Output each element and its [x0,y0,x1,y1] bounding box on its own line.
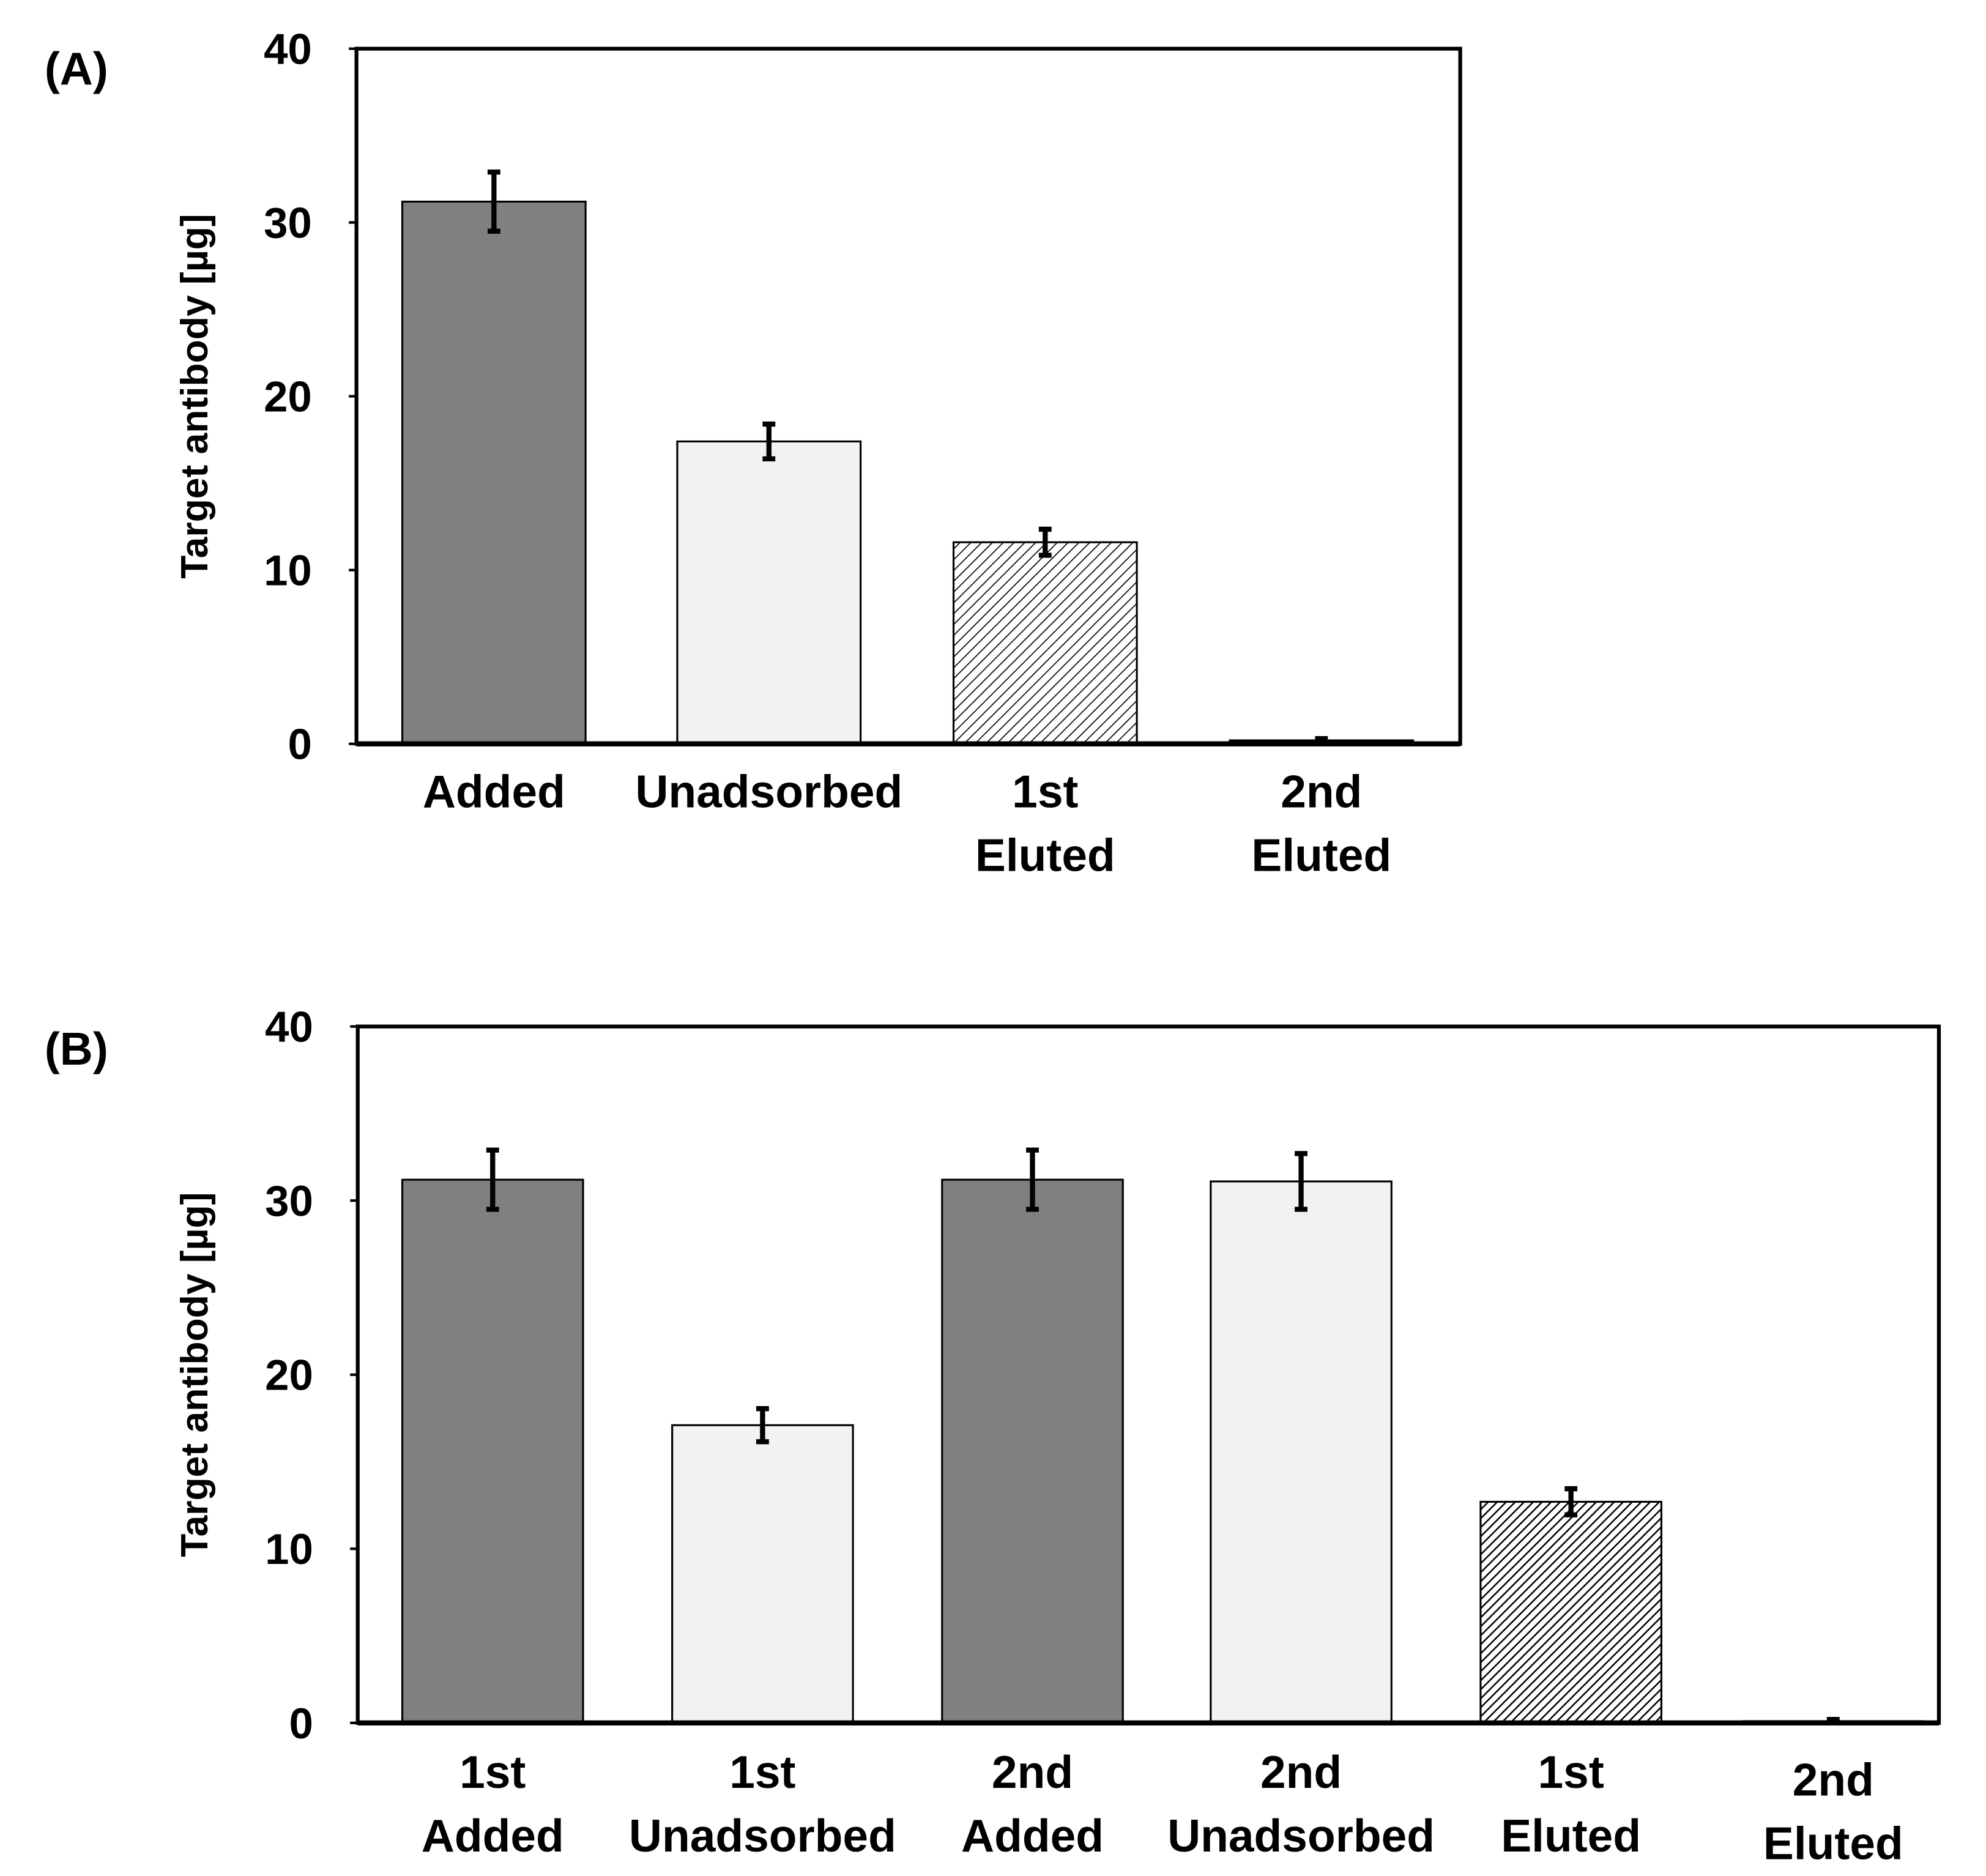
x-tick-label: Eluted [975,830,1115,881]
panel-label: (B) [45,1023,108,1074]
x-tick-label: 1st [1012,766,1078,817]
x-tick-label: Eluted [1251,830,1391,881]
x-tick-label: Added [961,1810,1104,1861]
y-tick-label: 10 [264,546,312,595]
x-tick-label: Added [422,1810,564,1861]
y-axis-label: Target antibody [µg] [173,214,216,578]
y-tick-label: 40 [265,1003,313,1051]
y-tick-label: 20 [264,373,312,421]
bar [401,200,587,745]
x-tick-label: Unadsorbed [629,1810,896,1861]
bar [941,1178,1124,1724]
error-bar [1295,1151,1307,1212]
x-tick-label: Added [423,766,565,817]
error-bar [1026,1147,1039,1212]
bar [1479,1500,1662,1724]
x-tick-label: 1st [729,1746,795,1798]
panel-label: (A) [45,43,108,94]
chart-panel-a: (A) Target antibody [µg] Added Unadsorbed 1s… [45,25,1462,881]
x-tick-label: Eluted [1501,1810,1641,1861]
y-tick-label: 0 [288,720,311,769]
x-tick-label: 2nd [1260,1746,1342,1798]
error-bar [1038,526,1052,558]
x-tick-label: Unadsorbed [1167,1810,1435,1861]
y-tick-label: 30 [264,199,312,247]
error-bar [762,421,776,462]
error-bar [1564,1486,1578,1517]
y-tick-label: 10 [265,1525,313,1573]
error-bar [487,169,500,234]
y-axis-label: Target antibody [µg] [173,1192,216,1557]
x-tick-label: Eluted [1763,1817,1903,1869]
y-tick-label: 40 [264,25,312,73]
x-tick-label: 2nd [1281,766,1362,817]
x-tick-label: 1st [459,1746,526,1798]
bar [676,440,862,745]
error-bar [756,1406,769,1445]
x-tick-label: 1st [1538,1746,1604,1798]
y-tick-label: 30 [265,1177,313,1225]
y-tick-label: 20 [265,1351,313,1399]
bar [401,1178,584,1724]
plot-frame [355,1024,1941,1725]
bar [1210,1180,1393,1724]
chart-panel-b: (B) Target antibody [µg] 1st Added 1st Unadso… [45,1003,1941,1869]
x-tick-label: 2nd [992,1746,1073,1798]
bar [671,1424,854,1724]
y-tick-label: 0 [289,1699,313,1748]
error-bar [486,1147,499,1212]
x-tick-label: Unadsorbed [635,766,902,817]
bar [952,541,1138,745]
x-tick-label: 2nd [1793,1754,1874,1805]
